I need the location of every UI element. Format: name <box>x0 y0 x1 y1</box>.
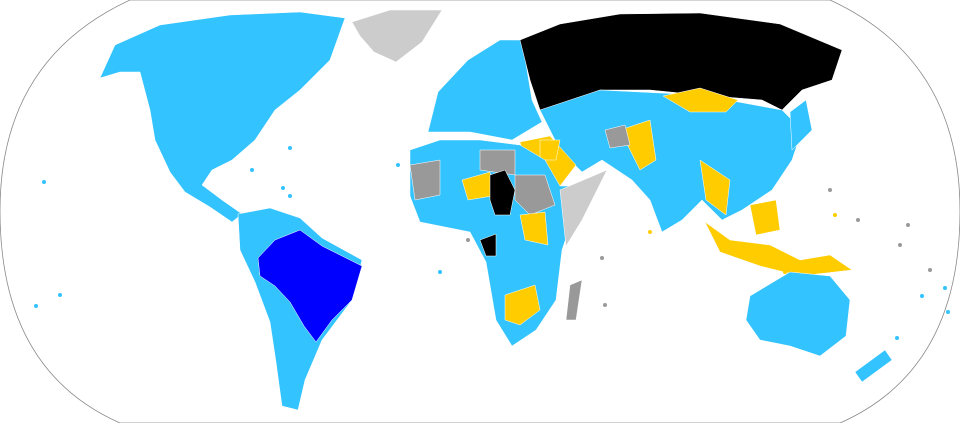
region-indonesia <box>704 221 853 277</box>
region-chad <box>489 169 516 216</box>
island-marker <box>920 294 924 298</box>
island-marker <box>42 180 46 184</box>
region-sudan <box>514 174 556 216</box>
island-marker <box>600 256 604 260</box>
region-southeast-asia <box>699 159 731 216</box>
region-afghanistan <box>604 124 631 149</box>
region-europe <box>427 39 543 141</box>
island-marker <box>288 194 292 198</box>
island-marker <box>943 286 947 290</box>
island-marker <box>396 163 400 167</box>
island-marker <box>58 293 62 297</box>
island-marker <box>906 223 910 227</box>
island-marker <box>466 238 470 242</box>
region-egypt <box>539 139 561 161</box>
region-new-zealand <box>854 349 893 383</box>
island-marker <box>281 186 285 190</box>
island-marker <box>946 310 950 314</box>
island-marker <box>34 304 38 308</box>
island-marker <box>895 336 899 340</box>
region-asia <box>539 89 803 233</box>
region-congo <box>479 233 497 257</box>
island-marker <box>288 146 292 150</box>
island-marker <box>898 243 902 247</box>
island-marker <box>928 268 932 272</box>
region-brazil <box>257 229 363 343</box>
region-greenland <box>351 9 443 63</box>
island-marker <box>250 168 254 172</box>
region-australia <box>745 271 851 357</box>
region-mongolia <box>662 87 739 113</box>
region-pakistan <box>619 119 657 171</box>
region-horn <box>559 169 608 247</box>
region-central-africa <box>519 211 549 246</box>
region-southern-africa <box>504 284 541 326</box>
island-marker <box>438 270 442 274</box>
island-marker <box>833 213 837 217</box>
region-mauritania <box>409 159 441 201</box>
region-borneo <box>749 199 781 236</box>
island-marker <box>648 230 652 234</box>
island-marker <box>783 270 787 274</box>
region-north-america <box>99 11 346 223</box>
island-marker <box>828 188 832 192</box>
region-madagascar <box>565 279 583 321</box>
island-marker <box>603 303 607 307</box>
region-japan <box>789 99 813 151</box>
island-marker <box>856 218 860 222</box>
